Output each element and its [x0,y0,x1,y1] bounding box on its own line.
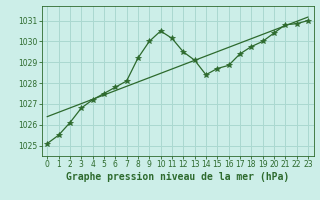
X-axis label: Graphe pression niveau de la mer (hPa): Graphe pression niveau de la mer (hPa) [66,172,289,182]
